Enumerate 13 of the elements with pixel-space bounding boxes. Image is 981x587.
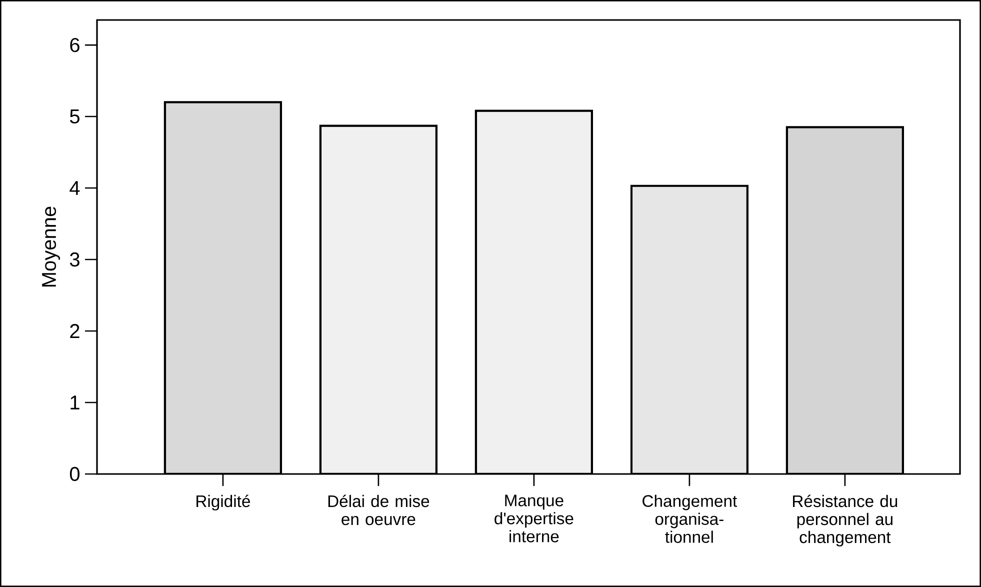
x-tick-label: Rigidité	[196, 494, 250, 510]
y-tick-label: 6	[70, 38, 80, 52]
y-axis-title: Moyenne	[42, 206, 60, 287]
x-tick-label: Résistance du personnel au changement	[793, 494, 898, 546]
y-tick-label: 4	[70, 181, 80, 195]
y-tick-label: 5	[70, 110, 80, 124]
x-tick-label: Changement organisa-tionnel	[642, 494, 738, 543]
y-tick-label: 1	[70, 396, 80, 410]
y-tick-label: 0	[70, 466, 80, 482]
y-tick-label: 2	[70, 324, 80, 338]
x-tick-label: Délai de mise en oeuvre	[328, 494, 430, 526]
x-tick-label: Manque d'expertise interne	[494, 494, 574, 542]
y-tick-label: 3	[70, 252, 80, 267]
